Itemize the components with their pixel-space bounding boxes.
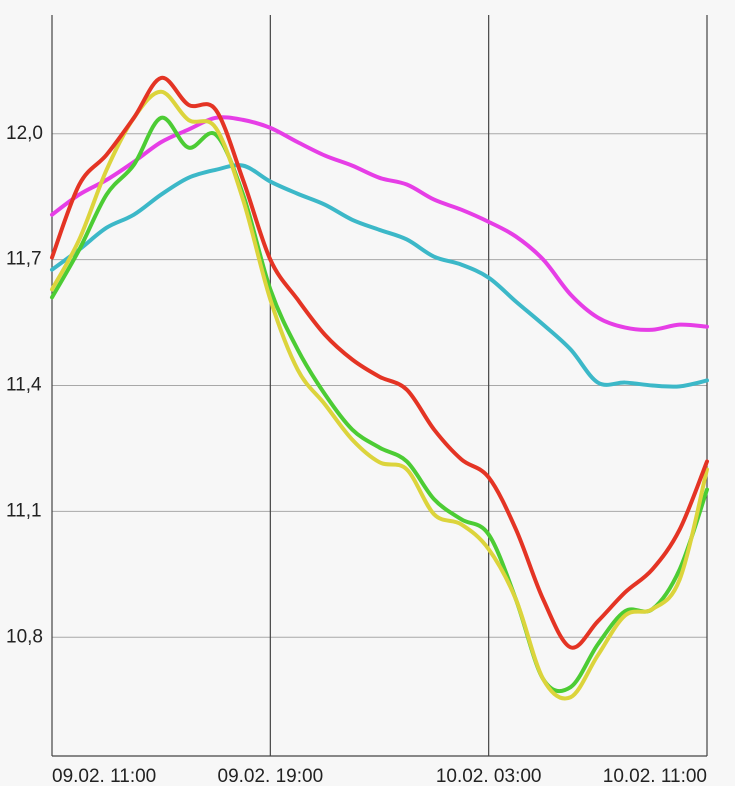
x-tick-label: 09.02. 11:00 [52,766,156,786]
series-line [50,163,709,389]
y-tick-label: 12,0 [6,123,43,144]
y-tick-label: 10,8 [6,626,43,647]
y-tick-label: 11,1 [6,500,42,521]
x-tick-label: 10.02. 11:00 [603,766,707,786]
y-tick-label: 11,4 [6,375,42,396]
series-line [50,115,709,332]
y-tick-label: 11,7 [6,249,42,270]
series-line [50,75,709,650]
series-line [50,89,709,701]
series-line [50,115,709,694]
x-tick-label: 09.02. 19:00 [218,766,324,786]
x-tick-label: 10.02. 03:00 [436,766,542,786]
